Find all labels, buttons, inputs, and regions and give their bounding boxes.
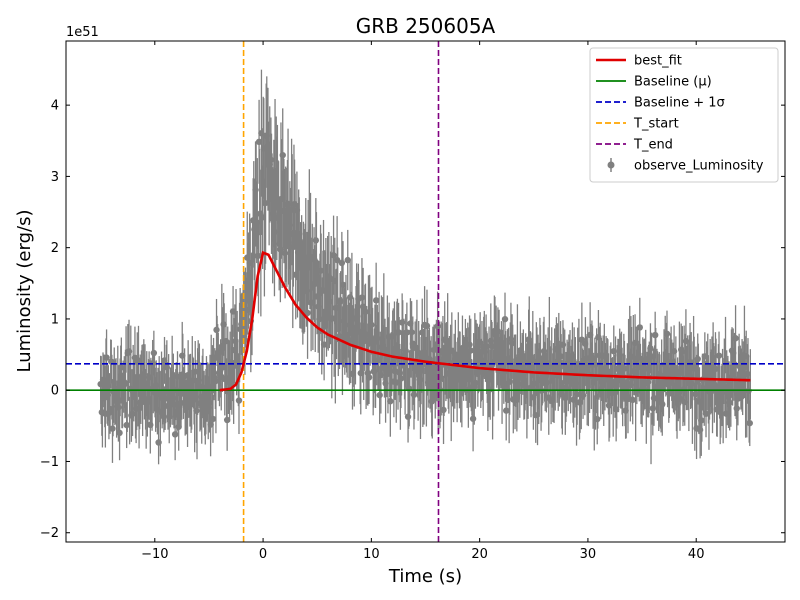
observation-point — [358, 294, 366, 301]
legend-label: best_fit — [634, 54, 682, 69]
observation-point — [746, 419, 753, 427]
legend-label: T_start — [633, 117, 679, 132]
observation-point — [715, 352, 723, 359]
observation-point — [362, 308, 369, 315]
observation-point — [387, 398, 394, 405]
plot-layer — [66, 41, 785, 542]
observation-point — [235, 397, 243, 404]
observation-point — [467, 347, 474, 354]
x-tick-label: 40 — [688, 547, 705, 562]
y-tick-label: 4 — [51, 99, 59, 114]
y-tick-label: −1 — [40, 455, 59, 470]
plot-area — [66, 41, 785, 542]
x-tick-label: 10 — [363, 547, 380, 562]
observation-point — [702, 410, 710, 417]
legend-label: Baseline + 1σ — [634, 96, 725, 111]
axes-frame — [65, 40, 786, 543]
observation-point — [103, 354, 110, 361]
x-tick-label: 30 — [580, 547, 597, 562]
observation-point — [469, 415, 477, 422]
y-axis-label: Luminosity (erg/s) — [14, 210, 35, 373]
observation-point — [338, 259, 346, 267]
observation-point — [376, 391, 383, 399]
observation-point — [636, 324, 643, 331]
observation-point — [304, 309, 311, 317]
x-tick-label: −10 — [141, 547, 168, 562]
observation-point — [207, 421, 214, 428]
observation-point — [666, 390, 673, 397]
legend-label: T_end — [633, 138, 673, 153]
observation-point — [372, 297, 380, 304]
observation-point — [223, 416, 231, 424]
observation-point — [219, 364, 226, 371]
y-tick-label: −2 — [40, 526, 59, 541]
observation-point — [320, 341, 328, 348]
observation-point — [647, 345, 654, 352]
legend-swatch-point — [607, 161, 615, 169]
y-tick-label: 2 — [51, 241, 59, 256]
y-tick-label: 0 — [51, 384, 59, 399]
legend: best_fit Baseline (μ) Baseline + 1σ T_start… — [589, 47, 779, 183]
observation-point — [408, 329, 415, 336]
y-tick-label: 1 — [51, 312, 59, 327]
observation-point — [501, 315, 509, 323]
observation-point — [663, 330, 671, 337]
observation-point — [116, 429, 123, 437]
observation-series — [97, 69, 753, 465]
observation-point — [365, 374, 373, 381]
observation-point — [578, 336, 586, 343]
legend-label: observe_Luminosity — [634, 159, 764, 174]
observation-point — [732, 335, 739, 342]
chart-title: GRB 250605A — [356, 14, 496, 38]
observation-point — [573, 390, 581, 398]
observation-point — [629, 396, 636, 404]
best-fit-curve — [219, 250, 751, 392]
legend-label: Baseline (μ) — [634, 75, 712, 90]
y-tick-label: 3 — [51, 170, 59, 185]
y-offset-label: 1e51 — [66, 25, 99, 40]
x-axis-label: Time (s) — [388, 566, 462, 587]
x-tick-label: 0 — [259, 547, 267, 562]
observation-point — [209, 415, 217, 423]
observation-point — [129, 410, 136, 418]
x-tick-label: 20 — [471, 547, 488, 562]
observation-point — [255, 138, 263, 146]
observation-point — [344, 256, 351, 264]
legend-box — [589, 47, 779, 183]
